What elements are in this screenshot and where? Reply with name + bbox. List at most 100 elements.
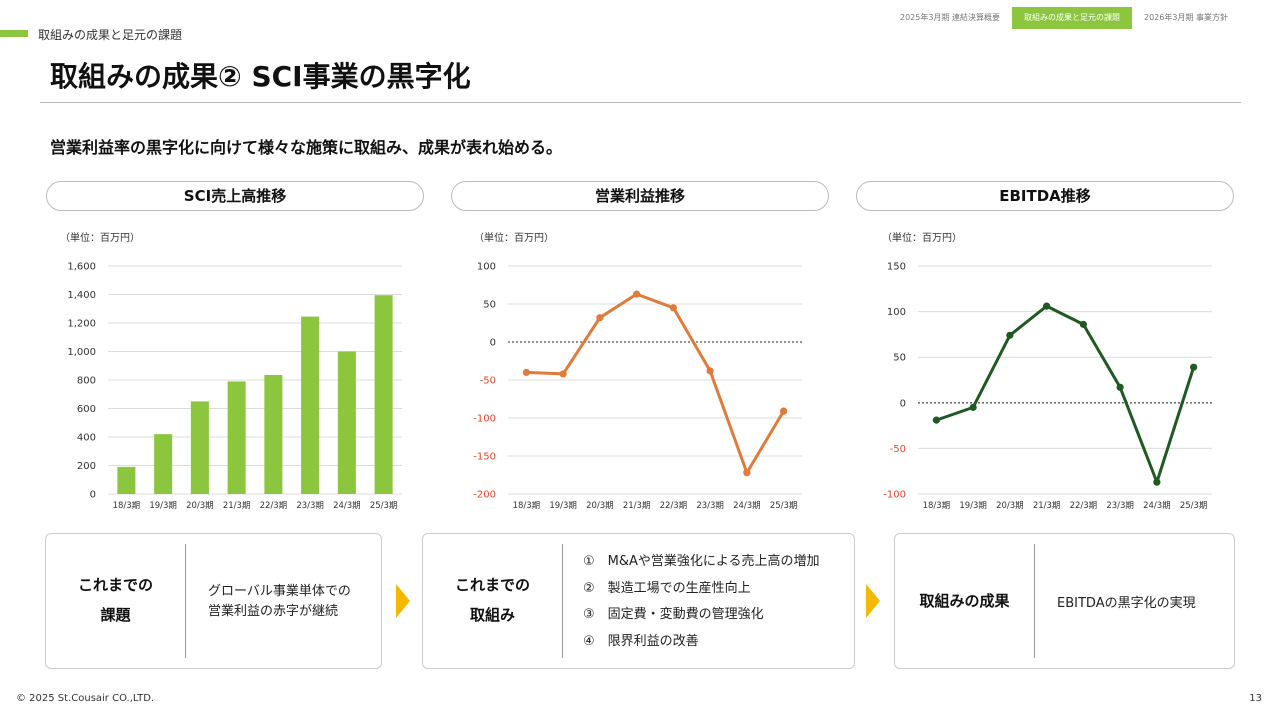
x-tick-label: 22/3期 xyxy=(660,501,688,511)
issues-text-line1: グローバル事業単体での xyxy=(208,584,351,599)
efforts-heading-line2: 取組み xyxy=(469,606,515,624)
issues-heading: これまでの 課題 xyxy=(46,570,185,630)
data-point xyxy=(669,304,677,312)
page-title: 取組みの成果② SCI事業の黒字化 xyxy=(50,60,471,93)
efforts-box-divider xyxy=(562,544,563,658)
operating-profit-line-chart: -200 -150 -100 -50 0 50 100 18/3期 19/3期 20/3期 21/3… xyxy=(473,262,802,511)
title-divider xyxy=(40,102,1241,103)
data-point xyxy=(522,368,530,376)
x-tick-label: 22/3期 xyxy=(1070,501,1098,511)
series-line xyxy=(526,292,785,475)
data-point xyxy=(633,290,641,298)
nav-tab-results-issues[interactable]: 取組みの成果と足元の課題 xyxy=(1012,7,1132,29)
nav-tab-financial-summary[interactable]: 2025年3月期 連結決算概要 xyxy=(900,13,1000,22)
operating-profit-chart-title: 営業利益推移 xyxy=(451,181,829,211)
issues-text-line2: 営業利益の赤字が継続 xyxy=(208,604,339,619)
x-tick-label: 20/3期 xyxy=(586,501,614,511)
y-tick-label: 100 xyxy=(887,307,906,318)
efforts-item: ② 製造工場での生産性向上 xyxy=(583,580,751,596)
y-tick-label: 1,200 xyxy=(67,319,96,330)
x-tick-label: 23/3期 xyxy=(296,501,324,511)
nav-tab-business-policy[interactable]: 2026年3月期 事業方針 xyxy=(1144,13,1228,22)
x-tick-label: 25/3期 xyxy=(1180,501,1208,511)
results-text: EBITDAの黒字化の実現 xyxy=(1057,596,1196,611)
x-tick-label: 18/3期 xyxy=(113,501,141,511)
y-tick-label: 600 xyxy=(77,404,96,415)
lead-text: 営業利益率の黒字化に向けて様々な施策に取組み、成果が表れ始める。 xyxy=(50,138,563,157)
x-tick-label: 24/3期 xyxy=(1143,501,1171,511)
x-tick-label: 21/3期 xyxy=(623,501,651,511)
results-box-divider xyxy=(1034,544,1035,658)
data-point xyxy=(780,407,788,415)
series-line xyxy=(935,304,1196,484)
y-tick-label: 400 xyxy=(77,433,96,444)
efforts-box: これまでの 取組み ① M&Aや営業強化による売上高の増加 ② 製造工場での生産… xyxy=(422,533,855,669)
copyright: © 2025 St.Cousair CO.,LTD. xyxy=(16,693,155,704)
data-point xyxy=(1153,478,1161,486)
efforts-item: ④ 限界利益の改善 xyxy=(583,633,699,649)
x-tick-label: 25/3期 xyxy=(770,501,798,511)
efforts-list: ① M&Aや営業強化による売上高の増加 ② 製造工場での生産性向上 ③ 固定費・… xyxy=(583,552,820,658)
y-tick-label: 50 xyxy=(893,353,906,364)
x-tick-label: 23/3期 xyxy=(1106,501,1134,511)
bar xyxy=(264,375,283,494)
data-point xyxy=(1079,320,1087,328)
y-tick-label: 1,600 xyxy=(67,262,96,273)
x-tick-label: 24/3期 xyxy=(733,501,761,511)
y-tick-label: -50 xyxy=(890,444,906,455)
data-point xyxy=(1116,383,1124,391)
issues-text: グローバル事業単体での 営業利益の赤字が継続 xyxy=(208,582,351,622)
bar xyxy=(301,316,320,494)
arrow-right-icon xyxy=(866,584,880,618)
efforts-heading-line1: これまでの xyxy=(454,576,530,594)
x-tick-label: 18/3期 xyxy=(923,501,951,511)
x-tick-label: 19/3期 xyxy=(959,501,987,511)
sales-chart-title: SCI売上高推移 xyxy=(46,181,424,211)
data-point xyxy=(1043,302,1051,310)
x-tick-label: 24/3期 xyxy=(333,501,361,511)
y-tick-label: -100 xyxy=(473,414,496,425)
y-tick-label: 800 xyxy=(77,376,96,387)
x-tick-label: 21/3期 xyxy=(223,501,251,511)
results-box: 取組みの成果 EBITDAの黒字化の実現 xyxy=(894,533,1235,669)
y-tick-label: 100 xyxy=(477,262,496,273)
data-point xyxy=(1190,363,1198,371)
y-tick-label: 150 xyxy=(887,262,906,273)
data-point xyxy=(1006,331,1014,339)
x-tick-label: 25/3期 xyxy=(370,501,398,511)
data-point xyxy=(932,416,940,424)
issues-box-divider xyxy=(185,544,186,658)
results-heading: 取組みの成果 xyxy=(919,592,1010,610)
y-tick-label: -150 xyxy=(473,452,496,463)
section-label: 取組みの成果と足元の課題 xyxy=(38,28,183,42)
bar xyxy=(337,351,356,494)
data-point xyxy=(559,370,567,378)
sales-unit-label: （単位：百万円） xyxy=(60,233,140,244)
page-number: 13 xyxy=(1249,693,1262,704)
y-tick-label: 200 xyxy=(77,461,96,472)
ebitda-chart-title: EBITDA推移 xyxy=(856,181,1234,211)
top-navigation: 2025年3月期 連結決算概要 取組みの成果と足元の課題 2026年3月期 事業… xyxy=(888,7,1240,29)
data-point xyxy=(596,314,604,322)
x-tick-label: 21/3期 xyxy=(1033,501,1061,511)
ebitda-unit-label: （単位：百万円） xyxy=(882,233,962,244)
y-tick-label: 50 xyxy=(483,300,496,311)
efforts-heading: これまでの 取組み xyxy=(423,570,562,630)
x-tick-label: 18/3期 xyxy=(513,501,541,511)
x-tick-label: 19/3期 xyxy=(549,501,577,511)
bar xyxy=(374,295,393,494)
x-tick-label: 23/3期 xyxy=(696,501,724,511)
section-accent-bar xyxy=(0,30,28,37)
y-tick-label: -100 xyxy=(883,490,906,501)
ebitda-line-chart: -100 -50 0 50 100 150 18/3期 19/3期 20/3期 21/3期 22/3… xyxy=(883,262,1212,511)
bar xyxy=(154,434,173,494)
data-point xyxy=(743,469,751,477)
x-tick-label: 22/3期 xyxy=(260,501,288,511)
x-tick-label: 20/3期 xyxy=(186,501,214,511)
data-point xyxy=(969,403,977,411)
x-tick-label: 20/3期 xyxy=(996,501,1024,511)
sales-bar-chart: 0 200 400 600 800 1,000 1,200 1,400 1,600 18/3期 19… xyxy=(67,262,402,511)
bar xyxy=(227,381,246,494)
y-tick-label: 0 xyxy=(90,490,96,501)
issues-box: これまでの 課題 グローバル事業単体での 営業利益の赤字が継続 xyxy=(45,533,382,669)
